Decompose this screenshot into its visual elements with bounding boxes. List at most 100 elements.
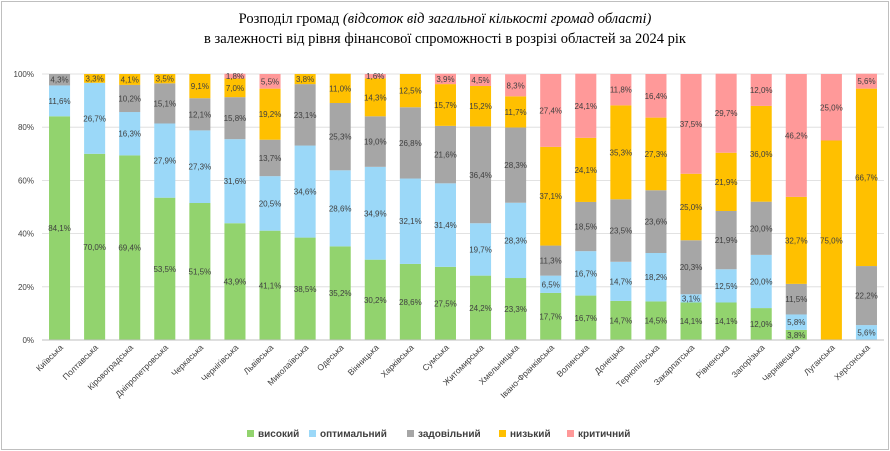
bar-segment [715,73,737,153]
bar-segment [505,278,527,340]
bar-segment [154,83,176,124]
bar-segment [680,240,702,295]
data-labels: 84,1% 11,6% 4,3% 70,0% 26,7% 3,3% 69,4% 16,3% 10… [48,72,878,340]
bar-segment [505,202,527,279]
data-label: 20,0% [750,277,773,286]
data-label: 27,3% [189,163,212,172]
data-label: 32,7% [785,236,808,245]
data-label: 16,3% [118,130,141,139]
bar-segment [715,269,737,303]
data-label: 28,6% [399,298,422,307]
data-label: 19,7% [469,245,492,254]
bar-segment [154,74,176,84]
bar-segment [505,74,527,97]
bar-segment [84,74,106,83]
data-label: 32,1% [399,217,422,226]
data-label: 35,2% [329,289,352,298]
data-label: 38,5% [294,285,317,294]
y-tick-label: 40% [18,230,34,239]
bar-segment [119,74,141,85]
data-label: 23,5% [610,227,633,236]
data-label: 27,9% [153,157,176,166]
data-label: 25,3% [329,133,352,142]
category-label: Київська [34,342,65,373]
bar-segment [224,223,246,340]
data-label: 12,5% [399,87,422,96]
bar-segment [49,85,71,117]
data-label: 27,5% [434,299,457,308]
category-label: Луганська [802,342,837,377]
data-label: 28,3% [504,161,527,170]
bar-segment [470,223,492,276]
data-label: 20,0% [750,224,773,233]
data-label: 7,0% [226,84,244,93]
legend-swatch [309,430,316,437]
chart-title-main: Розподіл громад [238,11,340,27]
category-label: Харківська [379,342,416,379]
bar-segment [750,105,772,202]
data-label: 15,1% [153,99,176,108]
data-label: 14,1% [680,317,703,326]
bar-segment [49,116,71,340]
category-label: Чернівецька [760,342,802,384]
bar-segment [154,197,176,340]
chart-title: Розподіл громад (відсоток від загальної … [0,9,890,49]
bar-segment [399,178,421,264]
bar-segment [575,73,597,138]
bar-segment [785,74,807,197]
data-label: 12,1% [189,110,212,119]
x-axis: КиївськаПолтавськаКіровоградськаДніпропе… [34,339,884,400]
bar-segment [610,105,632,200]
bar-segment [680,74,702,174]
bar-segment [119,112,141,156]
bar-segment [224,73,246,79]
y-tick-label: 20% [18,283,34,292]
data-label: 75,0% [820,236,843,245]
bar-segment [189,203,211,340]
bar-segment [470,126,492,224]
bar-segment [84,153,106,340]
data-label: 51,5% [189,268,212,277]
data-label: 1,6% [366,72,384,81]
bar-segment [434,125,456,184]
category-label: Вінницька [346,342,381,377]
data-label: 11,7% [505,108,527,117]
bar-segment [294,84,316,146]
bar-segment [399,107,421,179]
data-label: 84,1% [48,224,71,233]
bar-segment [294,237,316,340]
data-label: 3,9% [436,75,454,84]
data-label: 28,3% [504,236,527,245]
category-label: Донецька [592,342,626,376]
bar-segment [785,283,807,315]
data-label: 21,9% [715,236,738,245]
bar-segment [259,74,281,89]
bar-segment [715,210,737,270]
data-label: 10,2% [118,94,141,103]
category-label: Одеська [315,342,346,373]
data-label: 15,8% [224,114,247,123]
bar-segment [855,73,877,89]
bar-segment [575,251,597,296]
data-label: 3,5% [156,75,174,84]
bar-segment [434,73,456,85]
data-label: 29,7% [715,109,738,118]
bar-segment [855,325,877,340]
data-label: 14,7% [610,316,633,325]
bar-segment [505,96,527,128]
data-label: 34,6% [294,188,317,197]
bar-segment [259,176,281,231]
data-label: 28,6% [329,204,352,213]
legend-swatch [407,430,414,437]
bar-segment [259,88,281,140]
bar-segment [434,84,456,126]
data-label: 15,2% [469,102,492,111]
data-label: 23,1% [294,111,317,120]
bar-segment [855,88,877,267]
bar-segment [540,292,562,340]
bar-segment [715,302,737,340]
bar-segment [575,295,597,340]
bar-segment [470,85,492,127]
data-label: 11,8% [610,86,632,95]
